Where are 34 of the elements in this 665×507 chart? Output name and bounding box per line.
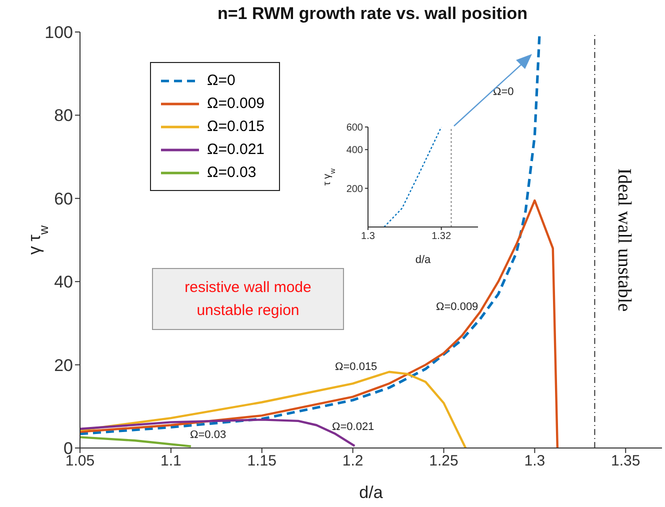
- line-series: [80, 199, 559, 448]
- x-tick-label: 1.35: [611, 452, 640, 470]
- annotation: Ω=0.03: [190, 429, 226, 441]
- y-tick-label: 60: [54, 189, 73, 208]
- y-tick-label: 200: [346, 184, 364, 195]
- x-tick-label: 1.1: [160, 452, 182, 470]
- annotation: resistive wall mode unstable region: [184, 278, 312, 321]
- y-tick-label: 600: [346, 122, 364, 134]
- x-tick-label: 1.25: [429, 452, 458, 470]
- x-tick-label: 1.3: [524, 452, 546, 470]
- y-tick-label: 100: [44, 23, 73, 42]
- line-series: [80, 370, 467, 448]
- legend-label: Ω=0.009: [207, 95, 265, 112]
- x-tick-label: 1.15: [247, 452, 276, 470]
- y-tick-label: 80: [54, 106, 73, 126]
- legend-label: Ω=0: [207, 72, 236, 89]
- annotation: Ω=0: [493, 86, 514, 98]
- annotation: Ω=0.021: [332, 421, 374, 433]
- annotation: Ω=0.015: [335, 361, 378, 373]
- x-tick-label: 1.2: [342, 452, 364, 470]
- legend-label: Ω=0.021: [207, 141, 265, 158]
- x-tick-label: 1.32: [432, 231, 452, 242]
- annotation: Ω=0.009: [436, 301, 478, 313]
- x-axis-title: d/a: [359, 483, 384, 502]
- y-tick-label: 400: [346, 145, 364, 156]
- legend-label: Ω=0.03: [207, 164, 256, 181]
- y-tick-label: 20: [54, 356, 73, 375]
- chart-title: n=1 RWM growth rate vs. wall position: [216, 4, 528, 24]
- x-tick-label: 1.3: [361, 231, 376, 242]
- line-series: [384, 127, 442, 227]
- y-tick-label: 40: [54, 272, 73, 292]
- legend-label: Ω=0.015: [207, 118, 265, 135]
- x-axis-title: d/a: [415, 254, 432, 266]
- ref-line-label: Ideal wall unstable: [613, 168, 634, 312]
